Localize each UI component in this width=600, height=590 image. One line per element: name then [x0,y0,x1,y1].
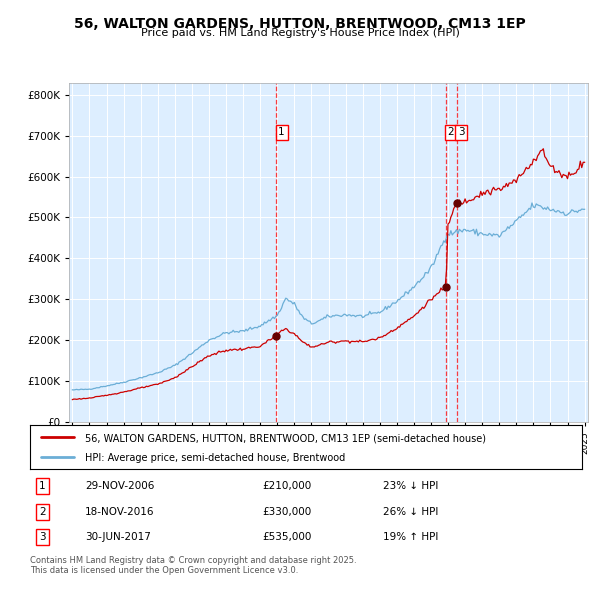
Text: 2: 2 [448,127,454,137]
Text: This data is licensed under the Open Government Licence v3.0.: This data is licensed under the Open Gov… [30,566,298,575]
Text: 30-JUN-2017: 30-JUN-2017 [85,532,151,542]
Text: Price paid vs. HM Land Registry's House Price Index (HPI): Price paid vs. HM Land Registry's House … [140,28,460,38]
Text: £210,000: £210,000 [262,481,311,491]
Text: 26% ↓ HPI: 26% ↓ HPI [383,507,439,517]
Text: 18-NOV-2016: 18-NOV-2016 [85,507,155,517]
Text: £535,000: £535,000 [262,532,311,542]
Text: 56, WALTON GARDENS, HUTTON, BRENTWOOD, CM13 1EP: 56, WALTON GARDENS, HUTTON, BRENTWOOD, C… [74,17,526,31]
Text: 1: 1 [278,127,285,137]
Text: Contains HM Land Registry data © Crown copyright and database right 2025.: Contains HM Land Registry data © Crown c… [30,556,356,565]
Text: 3: 3 [458,127,464,137]
Text: 19% ↑ HPI: 19% ↑ HPI [383,532,439,542]
Text: HPI: Average price, semi-detached house, Brentwood: HPI: Average price, semi-detached house,… [85,453,346,463]
Text: 56, WALTON GARDENS, HUTTON, BRENTWOOD, CM13 1EP (semi-detached house): 56, WALTON GARDENS, HUTTON, BRENTWOOD, C… [85,433,486,443]
Text: 2: 2 [39,507,46,517]
Text: £330,000: £330,000 [262,507,311,517]
Text: 29-NOV-2006: 29-NOV-2006 [85,481,155,491]
Text: 3: 3 [39,532,46,542]
Text: 23% ↓ HPI: 23% ↓ HPI [383,481,439,491]
Text: 1: 1 [39,481,46,491]
